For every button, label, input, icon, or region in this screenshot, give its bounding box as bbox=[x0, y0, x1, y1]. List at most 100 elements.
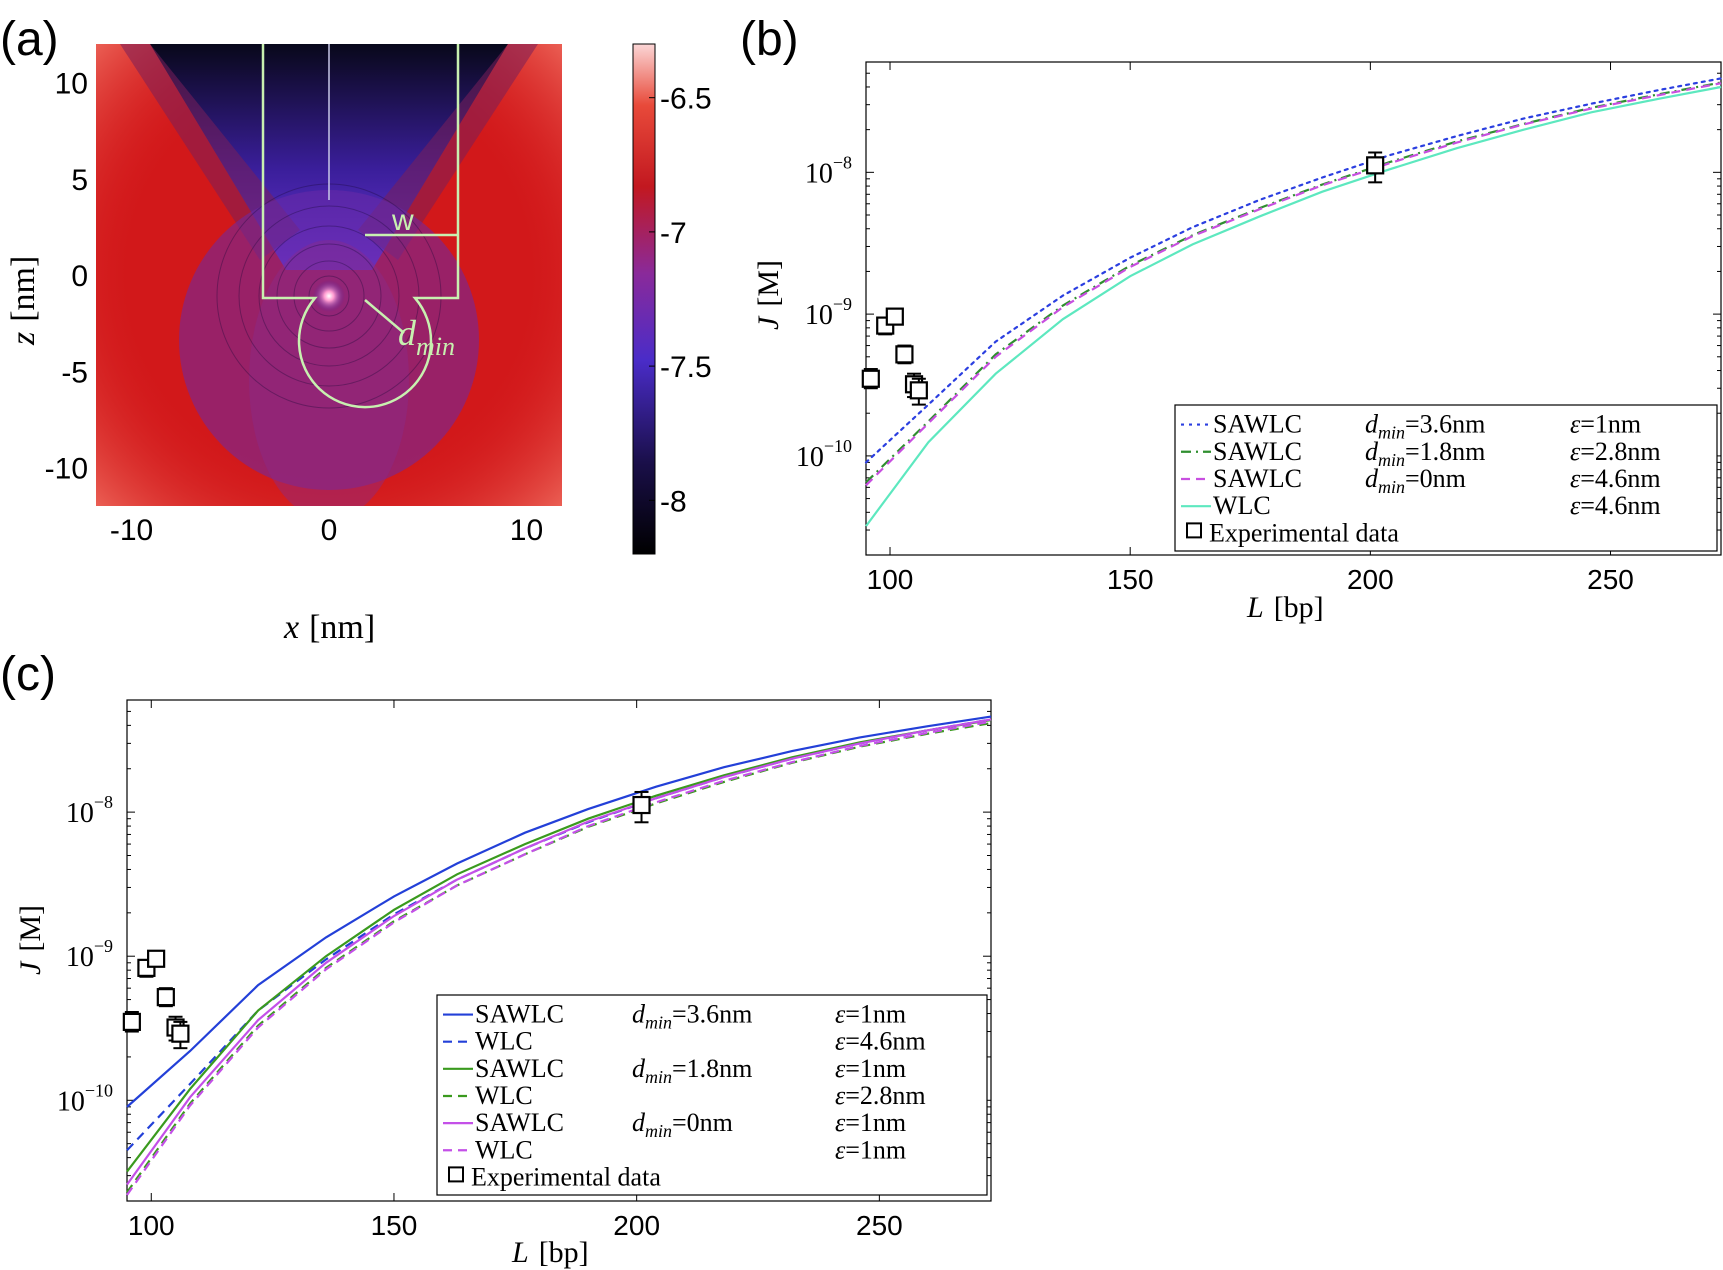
legend-col2: dmin=1.8nm bbox=[1365, 437, 1485, 470]
legend-col2: dmin=3.6nm bbox=[632, 1000, 752, 1033]
colorbar-ticks: -6.5 -7 -7.5 -8 bbox=[649, 83, 712, 518]
panel-a-ytick-label: 10 bbox=[55, 68, 88, 101]
colorbar-tick-label: -8 bbox=[660, 485, 687, 518]
legend-marker bbox=[448, 1166, 464, 1183]
legend-name: WLC bbox=[475, 1027, 533, 1056]
panel-a-ytick-label: -5 bbox=[61, 356, 88, 389]
series-line-3 bbox=[126, 719, 992, 1173]
heatmap-center-glow bbox=[313, 280, 345, 312]
series-line-4 bbox=[865, 85, 1722, 527]
panel-a-xlabel: x [nm] bbox=[283, 609, 375, 646]
legend-name: SAWLC bbox=[475, 1054, 564, 1083]
experimental-marker bbox=[1366, 156, 1385, 175]
xtick-label: 150 bbox=[371, 1210, 418, 1241]
xtick-label: 100 bbox=[867, 564, 914, 595]
legend-box bbox=[436, 994, 988, 1196]
experimental-marker bbox=[909, 381, 928, 400]
colorbar-tick-label: -7.5 bbox=[660, 351, 712, 384]
heatmap-lower-lobe-tail bbox=[249, 240, 409, 506]
legend-col3: ε=4.6nm bbox=[1570, 491, 1661, 520]
xtick-label: 200 bbox=[1347, 564, 1394, 595]
experimental-marker bbox=[171, 1024, 190, 1043]
colorbar-tick-label: -6.5 bbox=[660, 83, 712, 116]
panel-c-legend: SAWLC dmin=3.6nm ε=1nm WLC ε=4.6nm SAWLC dmin=… bbox=[436, 994, 988, 1196]
legend-box bbox=[1174, 404, 1718, 552]
xtick-label: 250 bbox=[856, 1210, 903, 1241]
panel-c-ticks: 100 150 200 250 10−10 10−9 10−8 bbox=[57, 700, 991, 1241]
panel-b-xlabel: L [bp] bbox=[1246, 591, 1324, 624]
heatmap-rings bbox=[216, 183, 442, 409]
legend-col3: ε=1nm bbox=[835, 1108, 906, 1137]
panel-a-xtick-label: 0 bbox=[321, 514, 338, 547]
legend-col2: dmin=3.6nm bbox=[1365, 410, 1485, 443]
legend-col3: ε=4.6nm bbox=[1570, 464, 1661, 493]
legend-col3: ε=1nm bbox=[835, 1054, 906, 1083]
colorbar bbox=[633, 44, 655, 554]
ytick-label: 10−8 bbox=[66, 792, 113, 829]
panel-c-label: (c) bbox=[0, 648, 56, 701]
panel-b-series bbox=[864, 77, 1723, 527]
panel-a-ylabel: z[nm] bbox=[5, 256, 42, 346]
experimental-marker bbox=[885, 307, 904, 326]
panel-b-legend: SAWLC dmin=3.6nm ε=1nm SAWLC dmin=1.8nm ε=2.8… bbox=[1174, 404, 1718, 552]
ytick-label: 10−9 bbox=[805, 294, 852, 331]
panel-b-experimental bbox=[861, 151, 1385, 406]
experimental-marker bbox=[147, 949, 166, 968]
legend-name: SAWLC bbox=[1213, 410, 1302, 439]
legend-col2: dmin=1.8nm bbox=[632, 1054, 752, 1087]
panel-a-ytick-label: -10 bbox=[45, 453, 88, 486]
legend-marker bbox=[1186, 522, 1202, 539]
legend-experimental: Experimental data bbox=[1209, 518, 1399, 547]
series-line-1 bbox=[126, 715, 992, 1108]
legend-col3: ε=4.6nm bbox=[835, 1027, 926, 1056]
series-line-5 bbox=[126, 718, 992, 1186]
heatmap-cone-left-fringe bbox=[120, 44, 300, 260]
legend-name: SAWLC bbox=[1213, 464, 1302, 493]
annotation-dmin: dmin bbox=[398, 313, 455, 361]
heatmap-lower-lobe bbox=[179, 190, 479, 490]
legend-name: SAWLC bbox=[475, 1000, 564, 1029]
panel-c-ylabel: J[M] bbox=[14, 905, 47, 975]
legend-col3: ε=1nm bbox=[835, 1000, 906, 1029]
legend-name: SAWLC bbox=[475, 1108, 564, 1137]
colorbar-frame bbox=[632, 43, 656, 555]
experimental-marker bbox=[156, 988, 175, 1007]
series-line-2 bbox=[865, 81, 1722, 484]
legend-col3: ε=1nm bbox=[1570, 410, 1641, 439]
heatmap-cone-right-fringe bbox=[358, 44, 538, 260]
panel-b: (b) 100 150 200 250 10−10 10−9 10−8 L [bp] J[M]… bbox=[740, 13, 1723, 624]
legend-col3: ε=2.8nm bbox=[1570, 437, 1661, 466]
xtick-label: 200 bbox=[613, 1210, 660, 1241]
panel-c-series bbox=[126, 715, 992, 1196]
legend-col2: dmin=0nm bbox=[1365, 464, 1466, 497]
panel-a-ytick-label: 0 bbox=[71, 260, 88, 293]
panel-a: (a) bbox=[0, 13, 712, 646]
series-line-3 bbox=[865, 82, 1722, 487]
legend-experimental: Experimental data bbox=[471, 1162, 661, 1191]
panel-c-xlabel: L [bp] bbox=[511, 1236, 589, 1269]
ytick-label: 10−10 bbox=[796, 436, 852, 473]
series-line-6 bbox=[126, 720, 992, 1196]
legend-col2: dmin=0nm bbox=[632, 1108, 733, 1141]
ytick-label: 10−8 bbox=[805, 152, 852, 189]
colorbar-tick-label: -7 bbox=[660, 217, 687, 250]
panel-b-label: (b) bbox=[740, 13, 799, 66]
panel-a-xticks: -10 0 10 bbox=[110, 514, 543, 547]
annotation-w: w bbox=[391, 204, 414, 237]
experimental-marker bbox=[895, 345, 914, 364]
legend-col3: ε=2.8nm bbox=[835, 1081, 926, 1110]
legend-name: WLC bbox=[475, 1081, 533, 1110]
experimental-marker bbox=[632, 795, 651, 815]
panel-c-experimental bbox=[122, 790, 651, 1050]
panel-a-xtick-label: 10 bbox=[510, 514, 543, 547]
experimental-marker bbox=[861, 369, 880, 388]
legend-name: SAWLC bbox=[1213, 437, 1302, 466]
legend-col3: ε=1nm bbox=[835, 1135, 906, 1164]
panel-c: (c) 100 150 200 250 10−10 10−9 10−8 L [bp] J[M]… bbox=[0, 648, 992, 1269]
panel-a-yticks: 10 5 0 -5 -10 bbox=[45, 68, 88, 486]
panel-a-label: (a) bbox=[0, 13, 59, 66]
dmin-line bbox=[364, 299, 405, 334]
panel-a-xtick-label: -10 bbox=[110, 514, 153, 547]
legend-name: WLC bbox=[1213, 491, 1271, 520]
